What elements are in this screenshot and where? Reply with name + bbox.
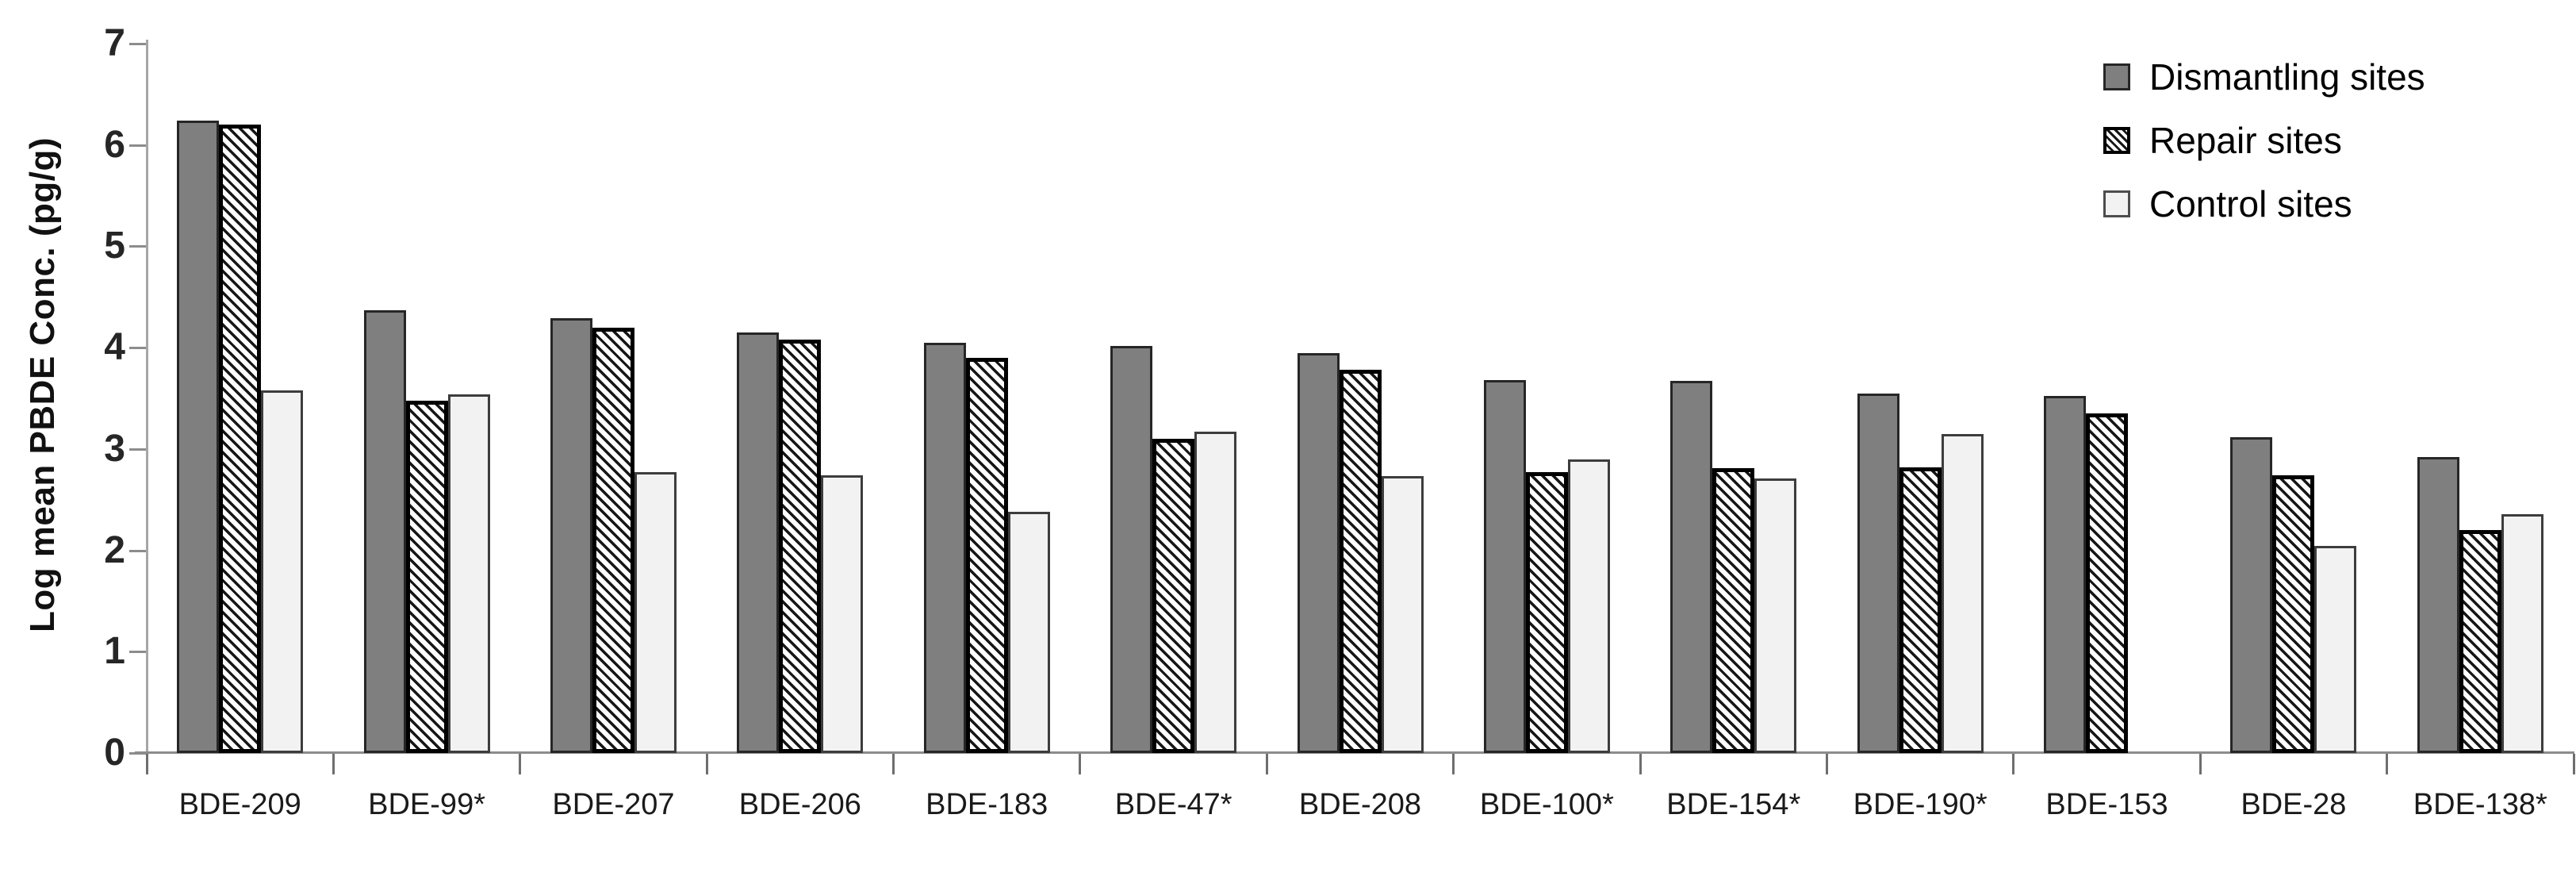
x-tick-3 <box>705 754 708 774</box>
bar-control-bde-28 <box>2314 546 2357 753</box>
y-tick-label-2: 2 <box>104 528 125 571</box>
bar-control-bde-207 <box>634 472 677 753</box>
y-tick-label-6: 6 <box>104 123 125 166</box>
x-tick-12 <box>2386 754 2389 774</box>
x-category-label-bde-208: BDE-208 <box>1298 788 1422 821</box>
bar-control-bde-183 <box>1007 512 1050 753</box>
legend-label-repair: Repair sites <box>2149 120 2342 161</box>
bar-dismantling-bde-47* <box>1110 345 1153 753</box>
bar-repair-bde-47* <box>1152 439 1195 753</box>
y-tick-label-3: 3 <box>104 427 125 470</box>
x-tick-1 <box>332 754 335 774</box>
x-category-label-bde-207: BDE-207 <box>552 788 675 821</box>
bar-control-bde-209 <box>261 390 304 753</box>
bar-repair-bde-208 <box>1339 370 1382 753</box>
bar-dismantling-bde-28 <box>2230 436 2273 753</box>
x-tick-8 <box>1639 754 1642 774</box>
x-category-label-bde-190*: BDE-190* <box>1853 788 1988 821</box>
bar-repair-bde-183 <box>965 357 1008 753</box>
bar-repair-bde-153 <box>2086 413 2129 753</box>
bar-control-bde-154* <box>1754 478 1797 753</box>
bar-dismantling-bde-208 <box>1297 352 1340 753</box>
x-tick-13 <box>2572 754 2575 774</box>
x-category-label-bde-138*: BDE-138* <box>2413 788 2547 821</box>
x-category-label-bde-183: BDE-183 <box>926 788 1048 821</box>
bar-repair-bde-206 <box>779 339 822 753</box>
x-tick-11 <box>2198 754 2202 774</box>
bar-control-bde-100* <box>1567 459 1610 753</box>
bar-repair-bde-138* <box>2459 530 2501 753</box>
legend-label-dismantling: Dismantling sites <box>2149 56 2425 98</box>
bar-repair-bde-209 <box>219 125 262 753</box>
x-category-label-bde-47*: BDE-47* <box>1114 788 1232 821</box>
y-tick-1 <box>129 651 146 654</box>
y-tick-label-0: 0 <box>104 732 125 774</box>
bar-repair-bde-28 <box>2272 475 2315 753</box>
bar-dismantling-bde-138* <box>2417 457 2459 753</box>
legend-swatch-repair <box>2103 127 2130 154</box>
x-tick-0 <box>145 754 148 774</box>
bar-repair-bde-99* <box>405 400 448 753</box>
y-tick-7 <box>129 43 146 45</box>
y-tick-0 <box>129 752 146 755</box>
bar-control-bde-206 <box>821 475 864 753</box>
y-tick-label-5: 5 <box>104 225 125 267</box>
legend-item-dismantling: Dismantling sites <box>2103 51 2425 103</box>
bar-dismantling-bde-99* <box>363 309 406 753</box>
x-category-label-bde-28: BDE-28 <box>2241 788 2347 821</box>
bar-dismantling-bde-206 <box>737 332 780 753</box>
x-category-label-bde-153: BDE-153 <box>2045 788 2168 821</box>
x-tick-7 <box>1452 754 1455 774</box>
y-tick-label-1: 1 <box>104 630 125 673</box>
x-tick-5 <box>1079 754 1082 774</box>
legend: Dismantling sites Repair sites Control s… <box>2103 51 2425 241</box>
legend-item-control: Control sites <box>2103 178 2425 230</box>
x-category-label-bde-209: BDE-209 <box>178 788 301 821</box>
x-tick-2 <box>519 754 522 774</box>
bar-control-bde-47* <box>1194 432 1237 753</box>
y-tick-5 <box>129 245 146 248</box>
bar-dismantling-bde-100* <box>1483 380 1526 753</box>
bar-dismantling-bde-154* <box>1670 381 1713 753</box>
bar-repair-bde-100* <box>1525 472 1568 753</box>
bar-repair-bde-154* <box>1712 468 1755 753</box>
x-category-label-bde-154*: BDE-154* <box>1666 788 1801 821</box>
x-category-label-bde-206: BDE-206 <box>738 788 861 821</box>
y-tick-4 <box>129 347 146 350</box>
x-tick-4 <box>892 754 895 774</box>
x-category-label-bde-99*: BDE-99* <box>368 788 485 821</box>
bar-control-bde-99* <box>447 394 490 753</box>
bar-dismantling-bde-190* <box>1857 393 1899 753</box>
bar-control-bde-190* <box>1941 433 1984 753</box>
legend-swatch-control <box>2103 190 2130 217</box>
bar-dismantling-bde-183 <box>923 342 966 753</box>
bar-repair-bde-190* <box>1899 467 1942 753</box>
legend-label-control: Control sites <box>2149 183 2352 225</box>
y-axis-line <box>146 40 148 765</box>
y-tick-label-7: 7 <box>104 22 125 64</box>
y-tick-label-4: 4 <box>104 326 125 369</box>
legend-swatch-dismantling <box>2103 63 2130 90</box>
bar-dismantling-bde-207 <box>550 318 592 753</box>
x-tick-6 <box>1265 754 1268 774</box>
x-category-label-bde-100*: BDE-100* <box>1479 788 1614 821</box>
bar-dismantling-bde-209 <box>177 121 220 753</box>
bar-control-bde-208 <box>1381 476 1424 753</box>
bar-control-bde-138* <box>2501 513 2543 753</box>
x-tick-10 <box>2012 754 2015 774</box>
y-tick-6 <box>129 144 146 147</box>
bar-dismantling-bde-153 <box>2044 396 2087 753</box>
bar-repair-bde-207 <box>592 327 634 753</box>
legend-item-repair: Repair sites <box>2103 114 2425 167</box>
y-tick-2 <box>129 549 146 552</box>
x-tick-9 <box>1825 754 1828 774</box>
y-axis-title-wrap: Log mean PBDE Conc. (pg/g) <box>5 103 81 667</box>
y-tick-3 <box>129 448 146 451</box>
